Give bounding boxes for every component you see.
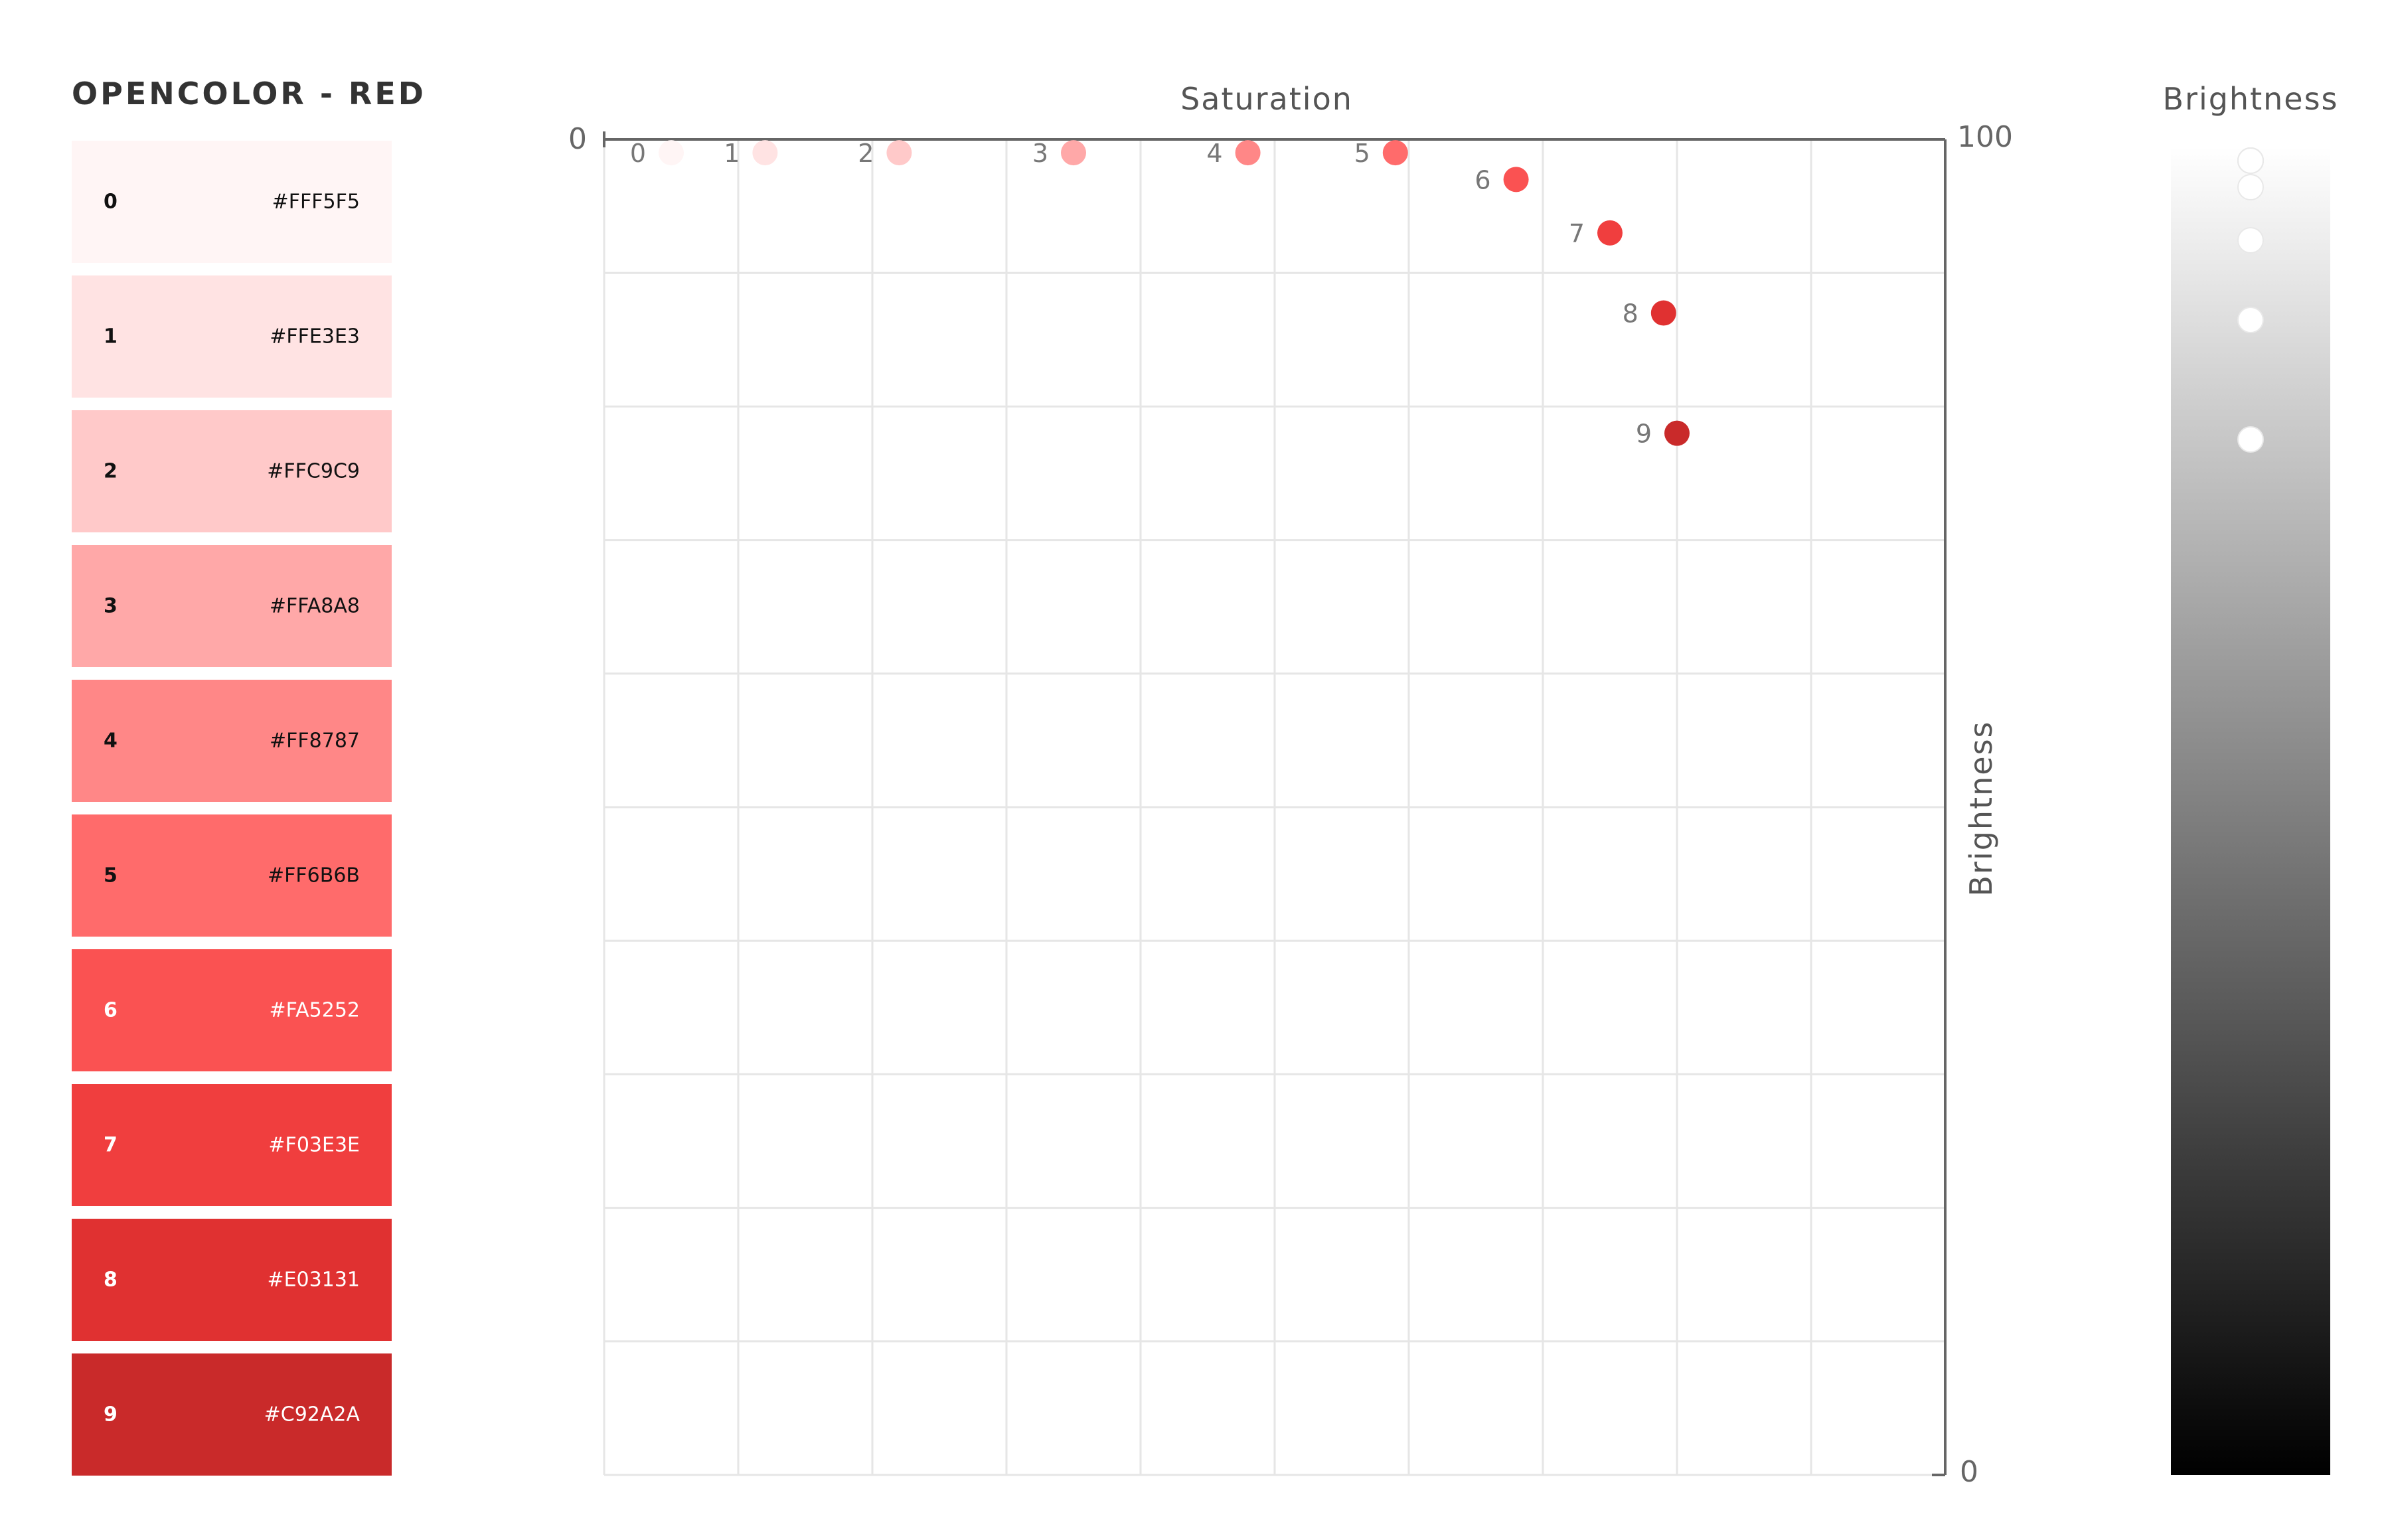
swatch-4[interactable]: 4 #FF8787 bbox=[72, 680, 392, 802]
y-axis-title: Brightness bbox=[1963, 720, 1999, 896]
swatch-8[interactable]: 8 #E03131 bbox=[72, 1219, 392, 1341]
data-point-5[interactable] bbox=[1382, 140, 1408, 166]
data-point-label-0: 0 bbox=[630, 139, 646, 168]
data-point-0[interactable] bbox=[659, 140, 684, 166]
swatch-list: 0 #FFF5F5 1 #FFE3E3 2 #FFC9C9 3 #FFA8A8 4 #FF8787… bbox=[72, 141, 392, 1488]
brightness-marker-9[interactable] bbox=[2237, 426, 2264, 453]
swatch-hex: #FFF5F5 bbox=[272, 190, 360, 214]
swatch-index: 2 bbox=[104, 459, 118, 483]
palette-title: OPENCOLOR - RED bbox=[72, 76, 426, 112]
data-point-label-2: 2 bbox=[858, 139, 874, 168]
swatch-index: 5 bbox=[104, 864, 118, 887]
swatch-2[interactable]: 2 #FFC9C9 bbox=[72, 410, 392, 532]
swatch-hex: #FF6B6B bbox=[268, 864, 360, 887]
y-tick-label-0: 0 bbox=[1960, 1455, 1978, 1489]
swatch-index: 9 bbox=[104, 1403, 118, 1426]
brightness-marker-8[interactable] bbox=[2237, 307, 2264, 333]
brightness-marker-7[interactable] bbox=[2237, 227, 2264, 254]
data-point-label-6: 6 bbox=[1474, 165, 1490, 194]
data-point-label-9: 9 bbox=[1636, 420, 1652, 449]
swatch-9[interactable]: 9 #C92A2A bbox=[72, 1353, 392, 1476]
swatch-hex: #FF8787 bbox=[270, 729, 360, 753]
data-point-3[interactable] bbox=[1061, 140, 1086, 166]
swatch-7[interactable]: 7 #F03E3E bbox=[72, 1084, 392, 1206]
swatch-hex: #FFE3E3 bbox=[270, 325, 360, 348]
swatch-index: 0 bbox=[104, 190, 118, 214]
swatch-hex: #F03E3E bbox=[268, 1133, 360, 1157]
data-point-label-4: 4 bbox=[1206, 139, 1222, 168]
swatch-index: 3 bbox=[104, 594, 118, 618]
swatch-hex: #FFC9C9 bbox=[267, 459, 360, 483]
swatch-hex: #FA5252 bbox=[269, 998, 360, 1022]
data-point-7[interactable] bbox=[1597, 220, 1623, 246]
brightness-marker-5[interactable] bbox=[2237, 147, 2264, 174]
data-point-6[interactable] bbox=[1503, 167, 1529, 193]
swatch-hex: #C92A2A bbox=[264, 1403, 360, 1426]
swatch-index: 1 bbox=[104, 325, 118, 348]
data-point-4[interactable] bbox=[1235, 140, 1261, 166]
brightness-gradient-bar bbox=[2171, 147, 2330, 1475]
swatch-hex: #FFA8A8 bbox=[269, 594, 360, 618]
data-point-label-3: 3 bbox=[1032, 139, 1048, 168]
swatch-3[interactable]: 3 #FFA8A8 bbox=[72, 545, 392, 667]
swatch-1[interactable]: 1 #FFE3E3 bbox=[72, 275, 392, 398]
swatch-6[interactable]: 6 #FA5252 bbox=[72, 949, 392, 1071]
data-point-label-1: 1 bbox=[724, 139, 740, 168]
data-point-label-8: 8 bbox=[1623, 299, 1638, 329]
data-point-1[interactable] bbox=[752, 140, 778, 166]
swatch-index: 8 bbox=[104, 1268, 118, 1292]
data-point-label-7: 7 bbox=[1569, 219, 1585, 248]
y-tick-label-100: 100 bbox=[1957, 120, 2013, 154]
x-tick-label-0: 0 bbox=[568, 122, 587, 156]
x-axis-title: Saturation bbox=[1180, 81, 1353, 117]
data-point-2[interactable] bbox=[886, 140, 912, 166]
swatch-index: 4 bbox=[104, 729, 118, 753]
brightness-scale-title: Brightness bbox=[2162, 81, 2338, 117]
swatch-hex: #E03131 bbox=[267, 1268, 360, 1292]
swatch-0[interactable]: 0 #FFF5F5 bbox=[72, 141, 392, 263]
data-point-9[interactable] bbox=[1664, 420, 1690, 446]
data-point-8[interactable] bbox=[1650, 300, 1676, 326]
swatch-index: 7 bbox=[104, 1133, 118, 1157]
swatch-5[interactable]: 5 #FF6B6B bbox=[72, 814, 392, 937]
brightness-marker-6[interactable] bbox=[2237, 174, 2264, 200]
data-point-label-5: 5 bbox=[1354, 139, 1370, 168]
swatch-index: 6 bbox=[104, 998, 118, 1022]
